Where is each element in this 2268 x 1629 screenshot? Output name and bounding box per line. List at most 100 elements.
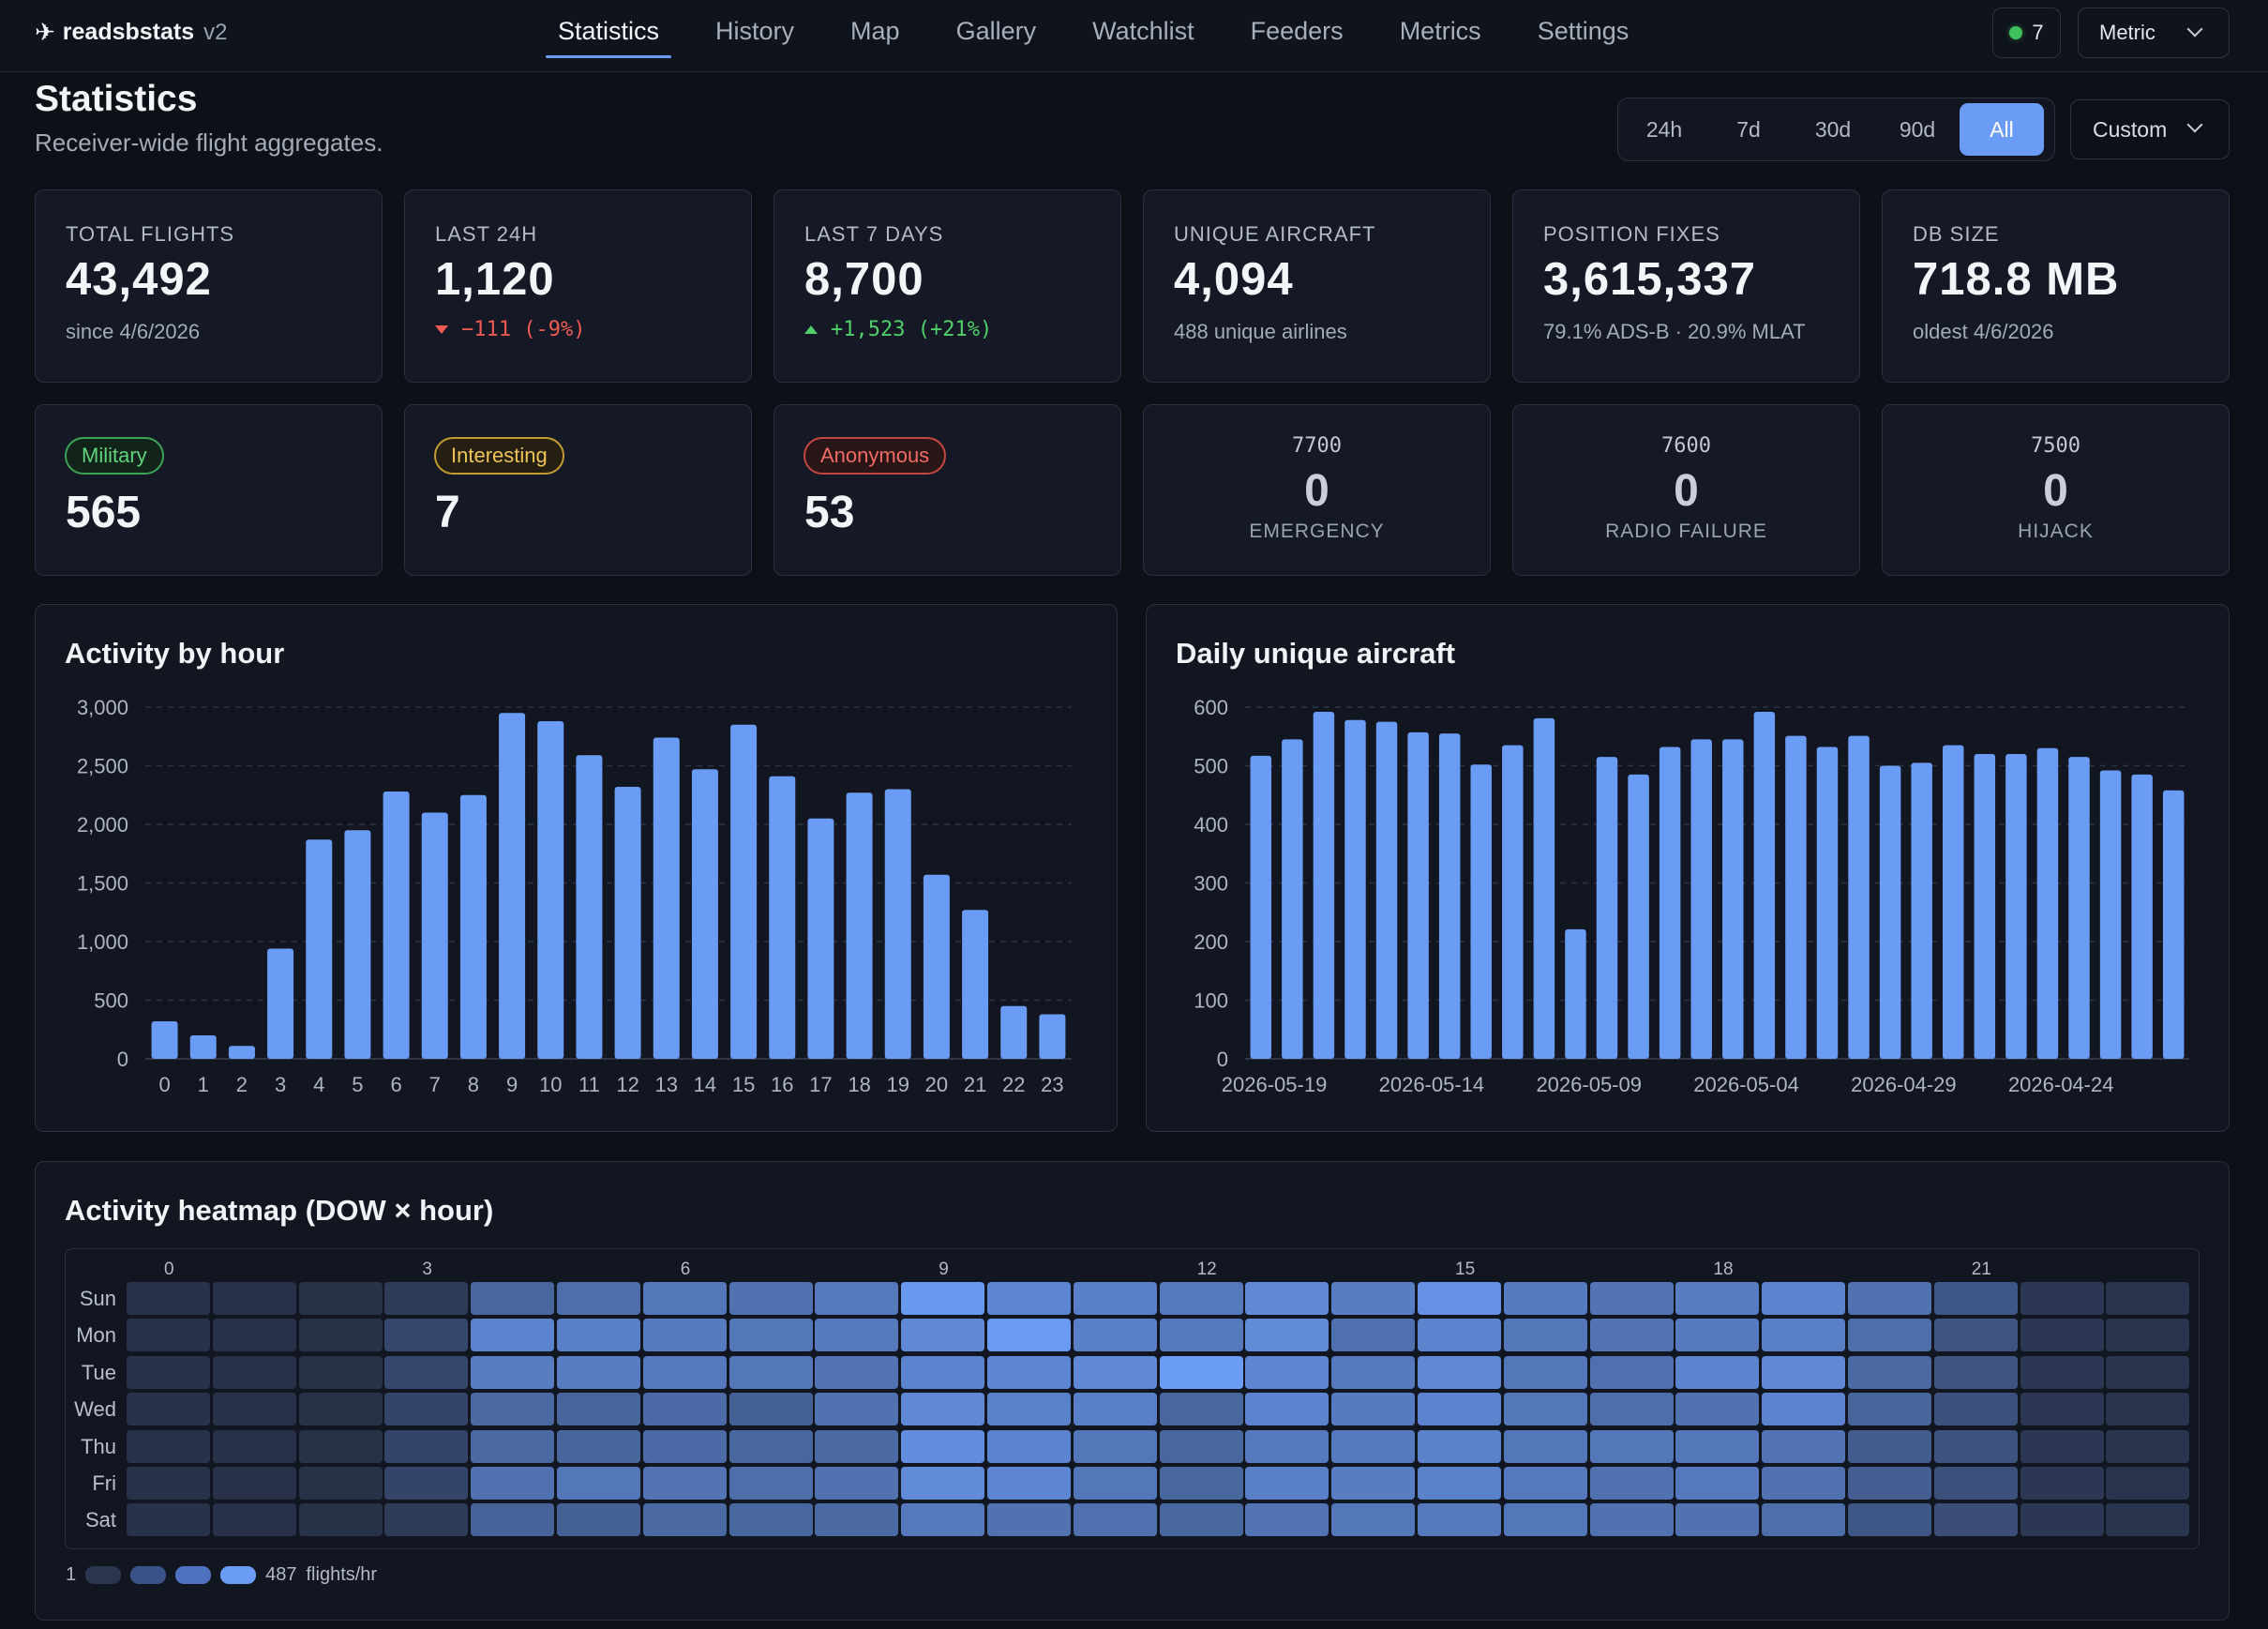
heatmap-cell[interactable] bbox=[2106, 1429, 2190, 1463]
heatmap-cell[interactable] bbox=[127, 1503, 210, 1537]
heatmap-cell[interactable] bbox=[642, 1393, 727, 1426]
heatmap-cell[interactable] bbox=[1159, 1467, 1243, 1500]
heatmap-cell[interactable] bbox=[1245, 1503, 1329, 1537]
range-90d-button[interactable]: 90d bbox=[1899, 116, 1936, 142]
heatmap-cell[interactable] bbox=[2020, 1355, 2104, 1389]
heatmap-cell[interactable] bbox=[2020, 1467, 2104, 1500]
heatmap-cell[interactable] bbox=[1933, 1393, 2018, 1426]
heatmap-cell[interactable] bbox=[1503, 1319, 1587, 1352]
heatmap-cell[interactable] bbox=[298, 1355, 383, 1389]
heatmap-cell[interactable] bbox=[728, 1503, 813, 1537]
heatmap-cell[interactable] bbox=[127, 1393, 210, 1426]
heatmap-cell[interactable] bbox=[1073, 1355, 1157, 1389]
heatmap-cell[interactable] bbox=[1589, 1393, 1674, 1426]
heatmap-cell[interactable] bbox=[298, 1467, 383, 1500]
heatmap-cell[interactable] bbox=[1848, 1429, 1931, 1463]
heatmap-cell[interactable] bbox=[2106, 1319, 2190, 1352]
heatmap-cell[interactable] bbox=[1503, 1503, 1587, 1537]
heatmap-cell[interactable] bbox=[212, 1429, 296, 1463]
heatmap-cell[interactable] bbox=[1159, 1393, 1243, 1426]
heatmap-cell[interactable] bbox=[2020, 1319, 2104, 1352]
heatmap-cell[interactable] bbox=[1159, 1355, 1243, 1389]
heatmap-cell[interactable] bbox=[1762, 1282, 1846, 1315]
heatmap-cell[interactable] bbox=[1331, 1282, 1416, 1315]
heatmap-cell[interactable] bbox=[1762, 1393, 1846, 1426]
heatmap-cell[interactable] bbox=[1933, 1467, 2018, 1500]
tab-settings[interactable]: Settings bbox=[1537, 17, 1630, 45]
heatmap-cell[interactable] bbox=[987, 1467, 1071, 1500]
heatmap-cell[interactable] bbox=[1933, 1319, 2018, 1352]
heatmap-cell[interactable] bbox=[1762, 1429, 1846, 1463]
heatmap-cell[interactable] bbox=[815, 1429, 899, 1463]
heatmap-cell[interactable] bbox=[471, 1355, 555, 1389]
heatmap-cell[interactable] bbox=[1503, 1467, 1587, 1500]
heatmap-cell[interactable] bbox=[1933, 1503, 2018, 1537]
heatmap-cell[interactable] bbox=[471, 1467, 555, 1500]
heatmap-cell[interactable] bbox=[2020, 1429, 2104, 1463]
heatmap-cell[interactable] bbox=[384, 1319, 469, 1352]
heatmap-cell[interactable] bbox=[815, 1319, 899, 1352]
heatmap-cell[interactable] bbox=[1073, 1319, 1157, 1352]
heatmap-cell[interactable] bbox=[1331, 1503, 1416, 1537]
heatmap-cell[interactable] bbox=[2106, 1503, 2190, 1537]
heatmap-cell[interactable] bbox=[1933, 1282, 2018, 1315]
category-interesting-card[interactable]: Interesting 7 bbox=[404, 404, 752, 576]
heatmap-cell[interactable] bbox=[471, 1393, 555, 1426]
heatmap-cell[interactable] bbox=[384, 1393, 469, 1426]
heatmap-cell[interactable] bbox=[1159, 1282, 1243, 1315]
heatmap-cell[interactable] bbox=[1589, 1467, 1674, 1500]
heatmap-cell[interactable] bbox=[1848, 1355, 1931, 1389]
custom-range-dropdown[interactable]: Custom bbox=[2070, 99, 2230, 159]
heatmap-cell[interactable] bbox=[1762, 1503, 1846, 1537]
heatmap-cell[interactable] bbox=[642, 1282, 727, 1315]
heatmap-cell[interactable] bbox=[1073, 1393, 1157, 1426]
heatmap-cell[interactable] bbox=[212, 1355, 296, 1389]
heatmap-cell[interactable] bbox=[987, 1503, 1071, 1537]
heatmap-cell[interactable] bbox=[1331, 1355, 1416, 1389]
heatmap-cell[interactable] bbox=[557, 1467, 640, 1500]
heatmap-cell[interactable] bbox=[384, 1503, 469, 1537]
heatmap-cell[interactable] bbox=[1418, 1429, 1501, 1463]
heatmap-cell[interactable] bbox=[1589, 1319, 1674, 1352]
tab-gallery[interactable]: Gallery bbox=[955, 17, 1037, 45]
heatmap-cell[interactable] bbox=[2106, 1355, 2190, 1389]
tab-map[interactable]: Map bbox=[850, 17, 900, 45]
heatmap-cell[interactable] bbox=[557, 1282, 640, 1315]
heatmap-cell[interactable] bbox=[1245, 1467, 1329, 1500]
heatmap-cell[interactable] bbox=[471, 1282, 555, 1315]
heatmap-cell[interactable] bbox=[1073, 1503, 1157, 1537]
heatmap-cell[interactable] bbox=[901, 1467, 985, 1500]
heatmap-cell[interactable] bbox=[2106, 1393, 2190, 1426]
heatmap-cell[interactable] bbox=[127, 1319, 210, 1352]
category-anonymous-card[interactable]: Anonymous 53 bbox=[774, 404, 1121, 576]
heatmap-cell[interactable] bbox=[212, 1282, 296, 1315]
heatmap-cell[interactable] bbox=[1675, 1355, 1760, 1389]
heatmap-cell[interactable] bbox=[987, 1319, 1071, 1352]
heatmap-cell[interactable] bbox=[1675, 1393, 1760, 1426]
heatmap-cell[interactable] bbox=[557, 1429, 640, 1463]
heatmap-cell[interactable] bbox=[1159, 1319, 1243, 1352]
heatmap-cell[interactable] bbox=[642, 1355, 727, 1389]
heatmap-cell[interactable] bbox=[728, 1319, 813, 1352]
heatmap-cell[interactable] bbox=[127, 1282, 210, 1315]
heatmap-cell[interactable] bbox=[2020, 1282, 2104, 1315]
heatmap-cell[interactable] bbox=[1245, 1282, 1329, 1315]
heatmap-cell[interactable] bbox=[1418, 1319, 1501, 1352]
heatmap-cell[interactable] bbox=[557, 1355, 640, 1389]
heatmap-cell[interactable] bbox=[127, 1355, 210, 1389]
heatmap-cell[interactable] bbox=[298, 1393, 383, 1426]
category-military-card[interactable]: Military 565 bbox=[35, 404, 383, 576]
heatmap-cell[interactable] bbox=[1675, 1467, 1760, 1500]
heatmap-cell[interactable] bbox=[212, 1467, 296, 1500]
heatmap-cell[interactable] bbox=[298, 1282, 383, 1315]
heatmap-cell[interactable] bbox=[1762, 1319, 1846, 1352]
units-select[interactable]: Metric bbox=[2078, 8, 2230, 58]
heatmap-cell[interactable] bbox=[1503, 1393, 1587, 1426]
heatmap-cell[interactable] bbox=[1762, 1355, 1846, 1389]
heatmap-cell[interactable] bbox=[471, 1319, 555, 1352]
tab-statistics[interactable]: Statistics bbox=[544, 0, 673, 72]
heatmap-cell[interactable] bbox=[1848, 1467, 1931, 1500]
heatmap-cell[interactable] bbox=[2106, 1282, 2190, 1315]
tab-metrics[interactable]: Metrics bbox=[1399, 17, 1481, 45]
heatmap-cell[interactable] bbox=[1418, 1467, 1501, 1500]
